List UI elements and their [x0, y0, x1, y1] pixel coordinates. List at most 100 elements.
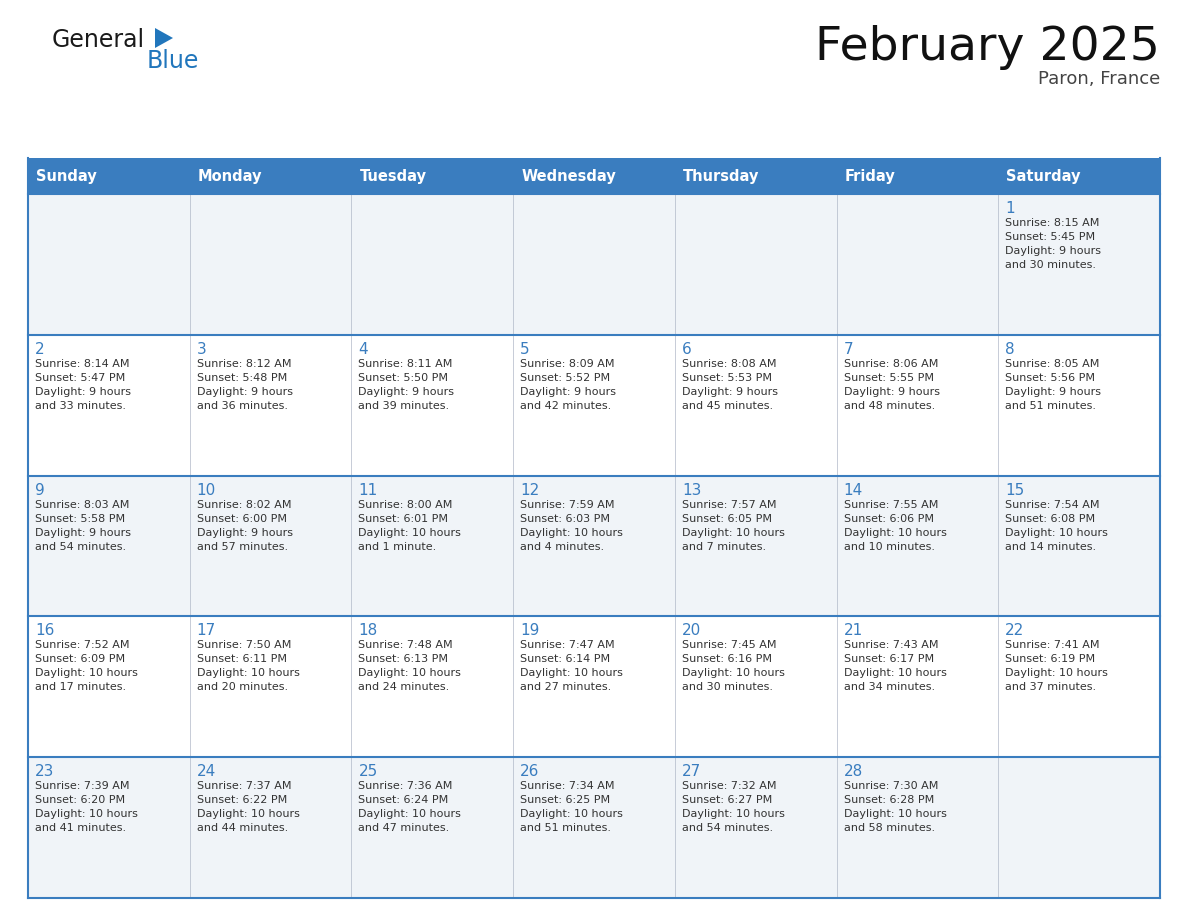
Text: Sunset: 6:22 PM: Sunset: 6:22 PM — [197, 795, 287, 805]
Text: and 27 minutes.: and 27 minutes. — [520, 682, 612, 692]
Text: February 2025: February 2025 — [815, 25, 1159, 70]
Bar — [29, 158, 190, 194]
Text: and 48 minutes.: and 48 minutes. — [843, 401, 935, 410]
Text: 2: 2 — [34, 341, 45, 357]
Text: General: General — [52, 28, 145, 52]
Text: 6: 6 — [682, 341, 691, 357]
Text: Daylight: 10 hours: Daylight: 10 hours — [520, 668, 623, 678]
Text: Sunrise: 7:55 AM: Sunrise: 7:55 AM — [843, 499, 939, 509]
Text: and 47 minutes.: and 47 minutes. — [359, 823, 450, 834]
Bar — [190, 158, 352, 194]
Text: Daylight: 9 hours: Daylight: 9 hours — [843, 386, 940, 397]
Text: Daylight: 10 hours: Daylight: 10 hours — [520, 528, 623, 538]
Text: Sunrise: 7:59 AM: Sunrise: 7:59 AM — [520, 499, 614, 509]
Text: Sunset: 6:14 PM: Sunset: 6:14 PM — [520, 655, 611, 665]
Text: Sunrise: 8:15 AM: Sunrise: 8:15 AM — [1005, 218, 1100, 228]
Text: Sunset: 5:47 PM: Sunset: 5:47 PM — [34, 373, 125, 383]
Text: and 34 minutes.: and 34 minutes. — [843, 682, 935, 692]
Text: 3: 3 — [197, 341, 207, 357]
Bar — [998, 158, 1159, 194]
Text: and 44 minutes.: and 44 minutes. — [197, 823, 287, 834]
Text: Daylight: 10 hours: Daylight: 10 hours — [359, 668, 461, 678]
Text: 5: 5 — [520, 341, 530, 357]
Text: 13: 13 — [682, 483, 701, 498]
Text: and 57 minutes.: and 57 minutes. — [197, 542, 287, 552]
Text: Sunrise: 7:30 AM: Sunrise: 7:30 AM — [843, 781, 939, 791]
Text: 11: 11 — [359, 483, 378, 498]
Text: Sunrise: 7:32 AM: Sunrise: 7:32 AM — [682, 781, 776, 791]
Text: and 33 minutes.: and 33 minutes. — [34, 401, 126, 410]
Text: Sunset: 5:45 PM: Sunset: 5:45 PM — [1005, 232, 1095, 242]
Text: and 37 minutes.: and 37 minutes. — [1005, 682, 1097, 692]
Text: 8: 8 — [1005, 341, 1015, 357]
Text: Daylight: 10 hours: Daylight: 10 hours — [520, 809, 623, 819]
Text: Sunrise: 8:05 AM: Sunrise: 8:05 AM — [1005, 359, 1100, 369]
Text: Sunset: 6:01 PM: Sunset: 6:01 PM — [359, 513, 448, 523]
Bar — [29, 476, 1159, 616]
Text: Sunset: 6:24 PM: Sunset: 6:24 PM — [359, 795, 449, 805]
Bar — [675, 158, 836, 194]
Text: 23: 23 — [34, 764, 55, 779]
Bar — [352, 158, 513, 194]
Text: Monday: Monday — [197, 169, 263, 184]
Bar — [836, 158, 998, 194]
Text: Sunset: 6:16 PM: Sunset: 6:16 PM — [682, 655, 772, 665]
Text: Daylight: 10 hours: Daylight: 10 hours — [682, 668, 785, 678]
Text: Daylight: 9 hours: Daylight: 9 hours — [682, 386, 778, 397]
Text: and 1 minute.: and 1 minute. — [359, 542, 437, 552]
Text: and 24 minutes.: and 24 minutes. — [359, 682, 450, 692]
Text: and 4 minutes.: and 4 minutes. — [520, 542, 605, 552]
Text: 9: 9 — [34, 483, 45, 498]
Text: and 51 minutes.: and 51 minutes. — [520, 823, 611, 834]
Text: 18: 18 — [359, 623, 378, 638]
Text: and 45 minutes.: and 45 minutes. — [682, 401, 773, 410]
Text: and 7 minutes.: and 7 minutes. — [682, 542, 766, 552]
Text: and 39 minutes.: and 39 minutes. — [359, 401, 449, 410]
Text: 10: 10 — [197, 483, 216, 498]
Text: Daylight: 10 hours: Daylight: 10 hours — [197, 668, 299, 678]
Text: 28: 28 — [843, 764, 862, 779]
Text: Sunrise: 8:14 AM: Sunrise: 8:14 AM — [34, 359, 129, 369]
Text: Daylight: 9 hours: Daylight: 9 hours — [34, 386, 131, 397]
Text: Daylight: 9 hours: Daylight: 9 hours — [1005, 246, 1101, 256]
Text: Wednesday: Wednesday — [522, 169, 615, 184]
Text: and 20 minutes.: and 20 minutes. — [197, 682, 287, 692]
Text: Sunrise: 7:50 AM: Sunrise: 7:50 AM — [197, 641, 291, 650]
Text: and 10 minutes.: and 10 minutes. — [843, 542, 935, 552]
Text: 17: 17 — [197, 623, 216, 638]
Text: and 14 minutes.: and 14 minutes. — [1005, 542, 1097, 552]
Bar — [29, 616, 1159, 757]
Text: Sunrise: 8:08 AM: Sunrise: 8:08 AM — [682, 359, 776, 369]
Text: Sunrise: 8:02 AM: Sunrise: 8:02 AM — [197, 499, 291, 509]
Text: 19: 19 — [520, 623, 539, 638]
Text: Daylight: 9 hours: Daylight: 9 hours — [34, 528, 131, 538]
Text: and 42 minutes.: and 42 minutes. — [520, 401, 612, 410]
Text: 15: 15 — [1005, 483, 1024, 498]
Text: Sunrise: 7:34 AM: Sunrise: 7:34 AM — [520, 781, 614, 791]
Text: Daylight: 10 hours: Daylight: 10 hours — [34, 809, 138, 819]
Text: Sunrise: 7:41 AM: Sunrise: 7:41 AM — [1005, 641, 1100, 650]
Text: Sunrise: 7:47 AM: Sunrise: 7:47 AM — [520, 641, 614, 650]
Bar — [29, 757, 1159, 898]
Text: Sunrise: 7:39 AM: Sunrise: 7:39 AM — [34, 781, 129, 791]
Text: Sunset: 6:17 PM: Sunset: 6:17 PM — [843, 655, 934, 665]
Text: Sunrise: 8:00 AM: Sunrise: 8:00 AM — [359, 499, 453, 509]
Text: Sunrise: 8:03 AM: Sunrise: 8:03 AM — [34, 499, 129, 509]
Bar — [29, 335, 1159, 476]
Text: Sunset: 6:20 PM: Sunset: 6:20 PM — [34, 795, 125, 805]
Text: Sunset: 6:09 PM: Sunset: 6:09 PM — [34, 655, 125, 665]
Text: and 58 minutes.: and 58 minutes. — [843, 823, 935, 834]
Text: Sunset: 6:27 PM: Sunset: 6:27 PM — [682, 795, 772, 805]
Text: Sunrise: 7:57 AM: Sunrise: 7:57 AM — [682, 499, 776, 509]
Text: Sunset: 6:08 PM: Sunset: 6:08 PM — [1005, 513, 1095, 523]
Bar — [29, 194, 1159, 335]
Text: Daylight: 10 hours: Daylight: 10 hours — [843, 809, 947, 819]
Text: Sunrise: 8:06 AM: Sunrise: 8:06 AM — [843, 359, 939, 369]
Text: Sunrise: 7:48 AM: Sunrise: 7:48 AM — [359, 641, 453, 650]
Text: 1: 1 — [1005, 201, 1015, 216]
Text: Sunrise: 7:45 AM: Sunrise: 7:45 AM — [682, 641, 776, 650]
Text: Sunset: 6:19 PM: Sunset: 6:19 PM — [1005, 655, 1095, 665]
Text: Sunset: 6:00 PM: Sunset: 6:00 PM — [197, 513, 286, 523]
Text: Daylight: 10 hours: Daylight: 10 hours — [682, 809, 785, 819]
Text: Tuesday: Tuesday — [360, 169, 426, 184]
